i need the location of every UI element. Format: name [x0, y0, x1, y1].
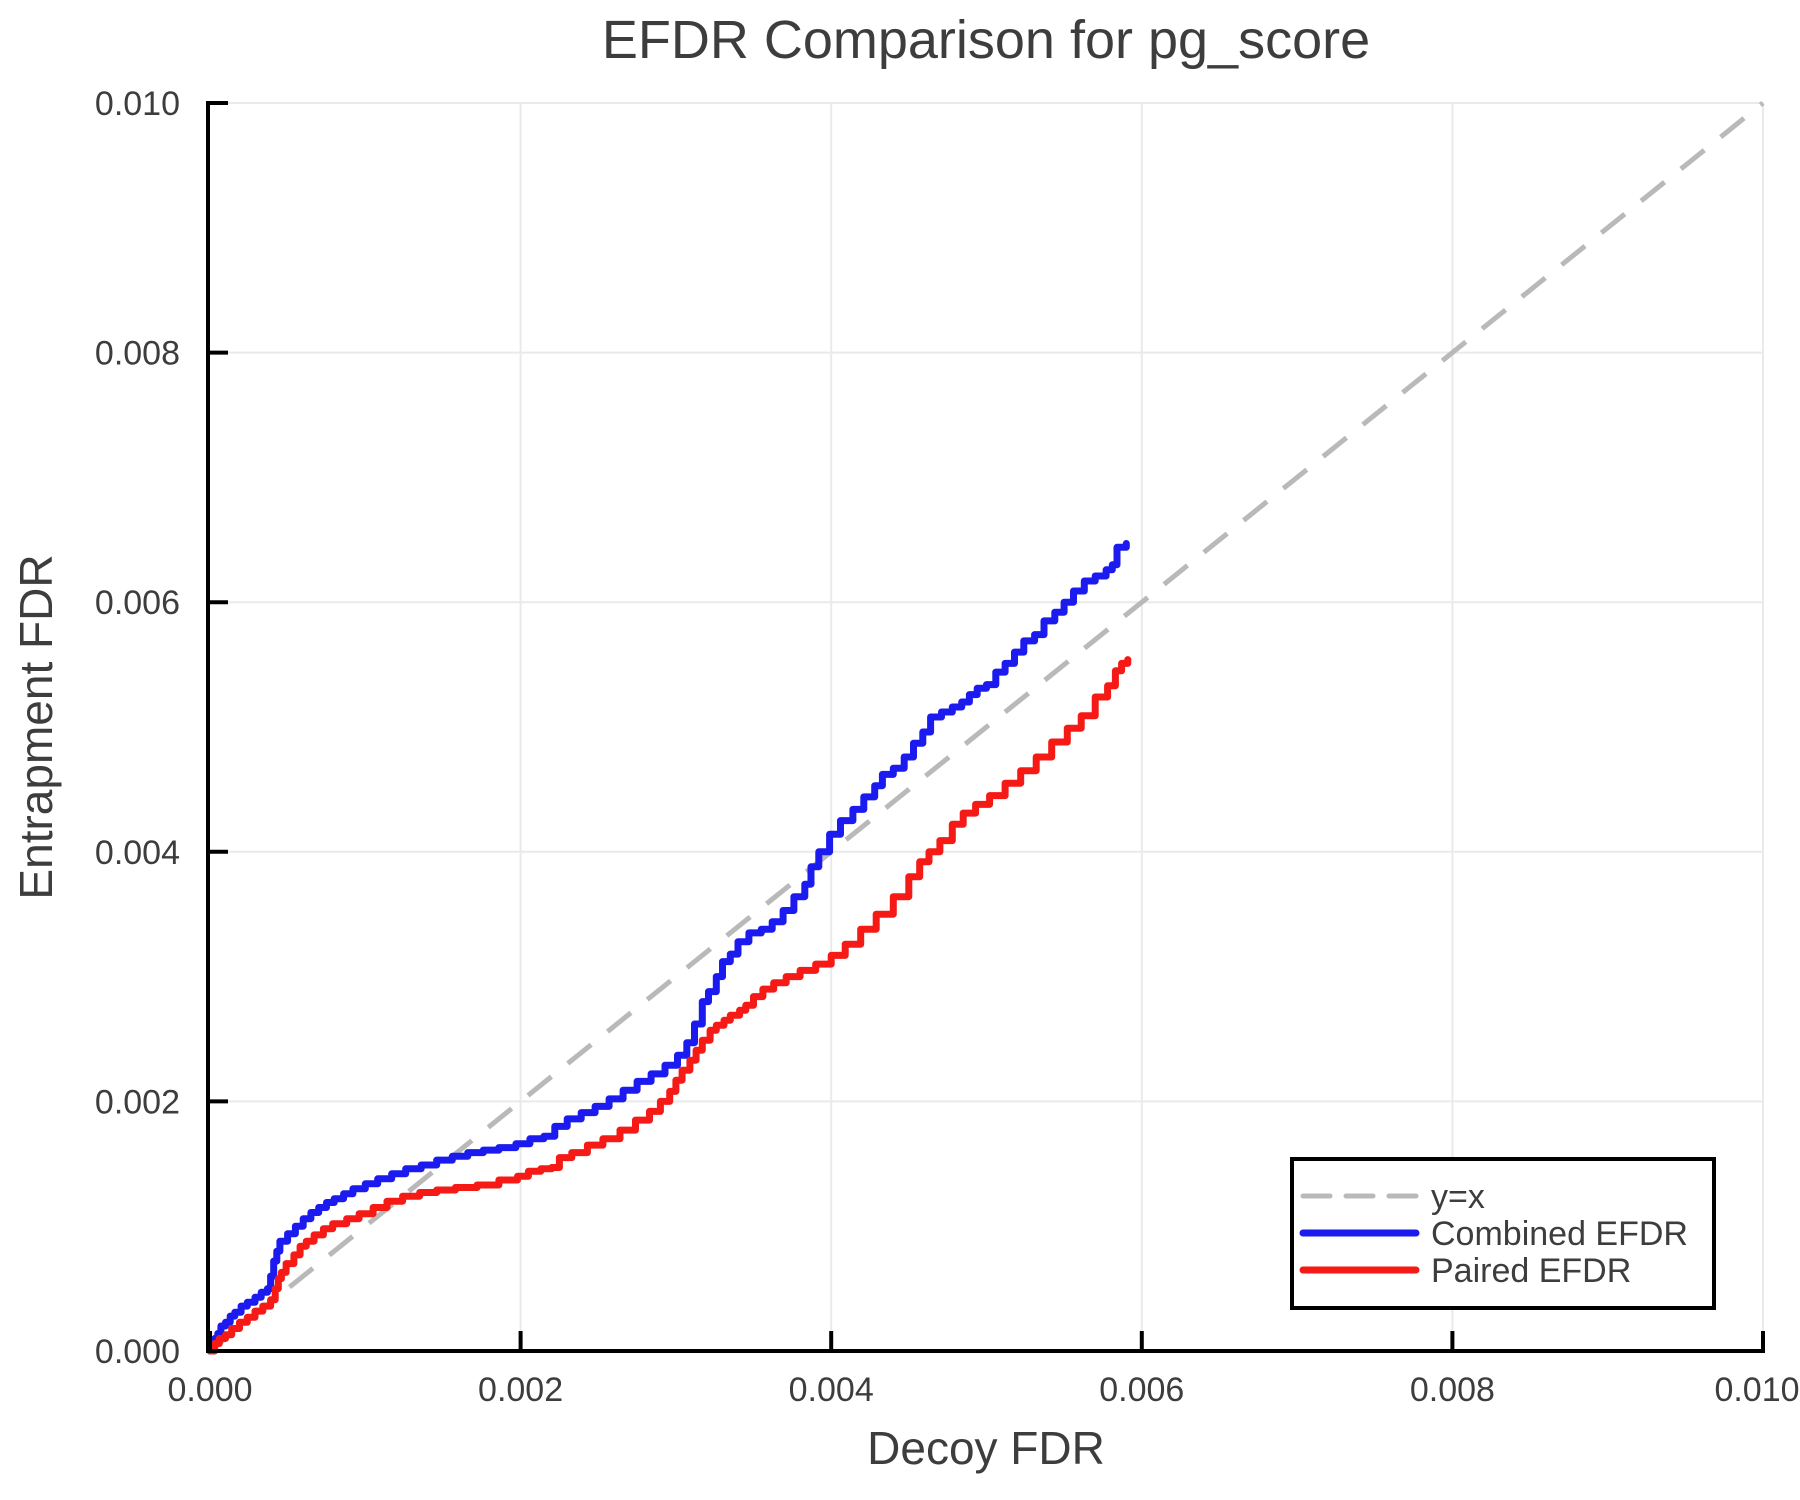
y-tick-label: 0.000 [95, 1333, 180, 1371]
gridlines [212, 102, 1764, 1349]
axis-ticks [208, 101, 1765, 1353]
reference-line-group [208, 101, 1765, 1353]
x-tick-label: 0.000 [167, 1371, 252, 1409]
x-tick-label: 0.006 [1099, 1371, 1184, 1409]
y-tick-label: 0.002 [95, 1083, 180, 1121]
y-axis-label: Entrapment FDR [10, 554, 62, 899]
axis-spines [206, 101, 1765, 1353]
series-group [206, 540, 1132, 1355]
legend-label: Combined EFDR [1431, 1215, 1688, 1253]
legend-label: Paired EFDR [1431, 1252, 1631, 1290]
tick-labels: 0.000 0.002 0.004 0.006 0.008 0.010 0.000 0.002… [95, 85, 1800, 1409]
chart-title: EFDR Comparison for pg_score [602, 10, 1370, 70]
y-tick-label: 0.006 [95, 584, 180, 622]
y-tick-label: 0.004 [95, 834, 180, 872]
x-tick-label: 0.002 [478, 1371, 563, 1409]
x-tick-label: 0.004 [789, 1371, 874, 1409]
legend-label: y=x [1431, 1178, 1485, 1216]
y-tick-label: 0.010 [95, 85, 180, 123]
x-tick-label: 0.010 [1714, 1371, 1799, 1409]
x-tick-label: 0.008 [1410, 1371, 1495, 1409]
combined-efdr-line [206, 540, 1130, 1355]
identity-line [208, 101, 1765, 1353]
paired-efdr-line [206, 656, 1132, 1355]
x-axis-label: Decoy FDR [867, 1422, 1105, 1474]
y-tick-label: 0.008 [95, 335, 180, 373]
